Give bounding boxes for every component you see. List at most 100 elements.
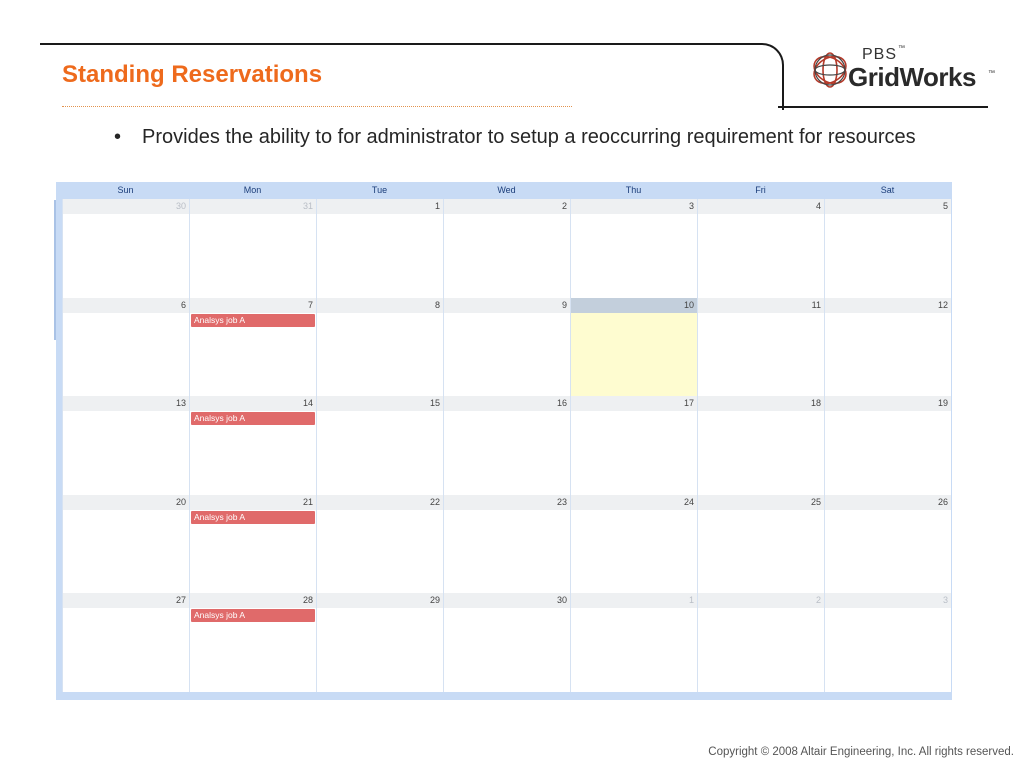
- day-cell-body[interactable]: [698, 313, 824, 397]
- day-cell-body[interactable]: [571, 510, 697, 594]
- day-number[interactable]: 30: [444, 593, 570, 609]
- calendar-day[interactable]: 5: [824, 199, 951, 298]
- day-number[interactable]: 30: [63, 199, 189, 214]
- day-number[interactable]: 9: [444, 297, 570, 313]
- calendar-day-today[interactable]: 10: [570, 297, 697, 397]
- day-number[interactable]: 18: [698, 396, 824, 412]
- calendar-day[interactable]: 3: [824, 593, 951, 692]
- calendar-day[interactable]: 30: [62, 199, 189, 298]
- day-number[interactable]: 17: [571, 396, 697, 412]
- day-cell-body[interactable]: [63, 608, 189, 692]
- day-number[interactable]: 3: [825, 593, 951, 609]
- day-cell-body[interactable]: [698, 510, 824, 594]
- day-cell-body[interactable]: [825, 608, 951, 692]
- day-number[interactable]: 20: [63, 494, 189, 510]
- day-number[interactable]: 3: [571, 199, 697, 214]
- calendar-day[interactable]: 28 Analsys job A: [189, 593, 316, 692]
- calendar-day[interactable]: 22: [316, 494, 443, 594]
- day-cell-body[interactable]: [825, 411, 951, 495]
- day-cell-body[interactable]: Analsys job A: [190, 510, 316, 594]
- reservation-event[interactable]: Analsys job A: [191, 609, 315, 623]
- calendar-day[interactable]: 31: [189, 199, 316, 298]
- day-number[interactable]: 29: [317, 593, 443, 609]
- day-number[interactable]: 14: [190, 396, 316, 412]
- day-cell-body[interactable]: [317, 313, 443, 397]
- calendar-day[interactable]: 1: [316, 199, 443, 298]
- day-cell-body[interactable]: [698, 411, 824, 495]
- calendar-day[interactable]: 20: [62, 494, 189, 594]
- day-cell-body[interactable]: [317, 608, 443, 692]
- day-number[interactable]: 7: [190, 297, 316, 313]
- day-number[interactable]: 31: [190, 199, 316, 214]
- calendar-day[interactable]: 7 Analsys job A: [189, 297, 316, 397]
- reservation-event[interactable]: Analsys job A: [191, 510, 315, 524]
- calendar-day[interactable]: 30: [443, 593, 570, 692]
- calendar-day[interactable]: 6: [62, 297, 189, 397]
- calendar-day[interactable]: 26: [824, 494, 951, 594]
- calendar-day[interactable]: 13: [62, 396, 189, 495]
- reservation-event[interactable]: Analsys job A: [191, 313, 315, 327]
- day-cell-body[interactable]: [317, 510, 443, 594]
- calendar-day[interactable]: 29: [316, 593, 443, 692]
- day-number[interactable]: 11: [698, 297, 824, 313]
- day-cell-body[interactable]: [63, 510, 189, 594]
- day-number[interactable]: 5: [825, 199, 951, 214]
- day-cell-body[interactable]: [825, 214, 951, 298]
- day-number[interactable]: 28: [190, 593, 316, 609]
- day-number[interactable]: 23: [444, 494, 570, 510]
- calendar-day[interactable]: 4: [697, 199, 824, 298]
- calendar-day[interactable]: 9: [443, 297, 570, 397]
- day-cell-body[interactable]: [571, 312, 697, 397]
- calendar-day[interactable]: 19: [824, 396, 951, 495]
- day-cell-body[interactable]: [444, 608, 570, 692]
- calendar-day[interactable]: 17: [570, 396, 697, 495]
- day-number[interactable]: 4: [698, 199, 824, 214]
- calendar-day[interactable]: 24: [570, 494, 697, 594]
- day-cell-body[interactable]: [317, 411, 443, 495]
- calendar-day[interactable]: 25: [697, 494, 824, 594]
- day-cell-body[interactable]: Analsys job A: [190, 313, 316, 397]
- day-cell-body[interactable]: [571, 411, 697, 495]
- day-number[interactable]: 8: [317, 297, 443, 313]
- day-cell-body[interactable]: [317, 214, 443, 298]
- day-cell-body[interactable]: Analsys job A: [190, 608, 316, 692]
- day-cell-body[interactable]: [571, 214, 697, 298]
- day-cell-body[interactable]: [825, 313, 951, 397]
- calendar-day[interactable]: 3: [570, 199, 697, 298]
- day-cell-body[interactable]: [63, 411, 189, 495]
- day-number[interactable]: 1: [317, 199, 443, 214]
- day-cell-body[interactable]: [63, 214, 189, 298]
- day-number[interactable]: 1: [571, 593, 697, 609]
- calendar-day[interactable]: 12: [824, 297, 951, 397]
- day-number[interactable]: 2: [444, 199, 570, 214]
- day-number[interactable]: 27: [63, 593, 189, 609]
- day-number[interactable]: 10: [571, 297, 697, 313]
- calendar-day[interactable]: 14 Analsys job A: [189, 396, 316, 495]
- day-number[interactable]: 25: [698, 494, 824, 510]
- calendar-day[interactable]: 2: [697, 593, 824, 692]
- calendar-day[interactable]: 16: [443, 396, 570, 495]
- day-cell-body[interactable]: [571, 608, 697, 692]
- calendar-day[interactable]: 2: [443, 199, 570, 298]
- day-cell-body[interactable]: [698, 214, 824, 298]
- day-cell-body[interactable]: [444, 510, 570, 594]
- day-number[interactable]: 6: [63, 297, 189, 313]
- day-number[interactable]: 21: [190, 494, 316, 510]
- reservation-event[interactable]: Analsys job A: [191, 412, 315, 426]
- calendar-day[interactable]: 21 Analsys job A: [189, 494, 316, 594]
- day-number[interactable]: 19: [825, 396, 951, 412]
- day-number[interactable]: 22: [317, 494, 443, 510]
- day-number[interactable]: 13: [63, 396, 189, 412]
- day-cell-body[interactable]: [63, 313, 189, 397]
- day-cell-body[interactable]: [698, 608, 824, 692]
- day-number[interactable]: 24: [571, 494, 697, 510]
- day-cell-body[interactable]: [444, 411, 570, 495]
- calendar-day[interactable]: 23: [443, 494, 570, 594]
- calendar-day[interactable]: 11: [697, 297, 824, 397]
- calendar-day[interactable]: 1: [570, 593, 697, 692]
- calendar-day[interactable]: 15: [316, 396, 443, 495]
- day-number[interactable]: 12: [825, 297, 951, 313]
- calendar-day[interactable]: 27: [62, 593, 189, 692]
- day-number[interactable]: 15: [317, 396, 443, 412]
- day-cell-body[interactable]: [444, 214, 570, 298]
